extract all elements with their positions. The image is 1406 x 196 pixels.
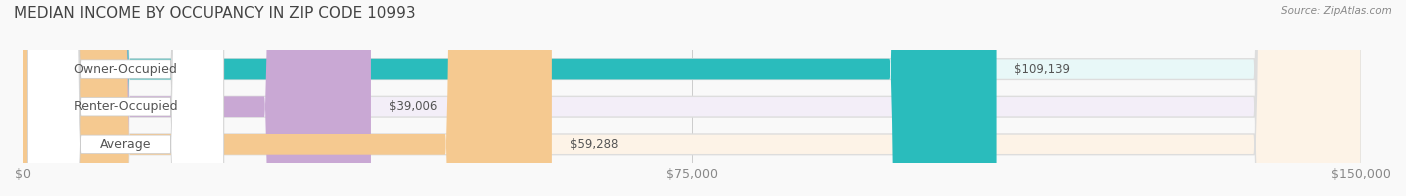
FancyBboxPatch shape bbox=[28, 0, 224, 196]
Text: Renter-Occupied: Renter-Occupied bbox=[73, 100, 179, 113]
FancyBboxPatch shape bbox=[22, 0, 553, 196]
Text: MEDIAN INCOME BY OCCUPANCY IN ZIP CODE 10993: MEDIAN INCOME BY OCCUPANCY IN ZIP CODE 1… bbox=[14, 6, 416, 21]
FancyBboxPatch shape bbox=[28, 0, 224, 196]
Text: Owner-Occupied: Owner-Occupied bbox=[73, 63, 177, 76]
FancyBboxPatch shape bbox=[22, 0, 997, 196]
FancyBboxPatch shape bbox=[28, 0, 224, 196]
Text: Source: ZipAtlas.com: Source: ZipAtlas.com bbox=[1281, 6, 1392, 16]
Text: Average: Average bbox=[100, 138, 152, 151]
FancyBboxPatch shape bbox=[22, 0, 1361, 196]
FancyBboxPatch shape bbox=[22, 0, 371, 196]
FancyBboxPatch shape bbox=[22, 0, 1361, 196]
FancyBboxPatch shape bbox=[22, 0, 1361, 196]
Text: $59,288: $59,288 bbox=[569, 138, 619, 151]
Text: $39,006: $39,006 bbox=[389, 100, 437, 113]
Text: $109,139: $109,139 bbox=[1014, 63, 1070, 76]
